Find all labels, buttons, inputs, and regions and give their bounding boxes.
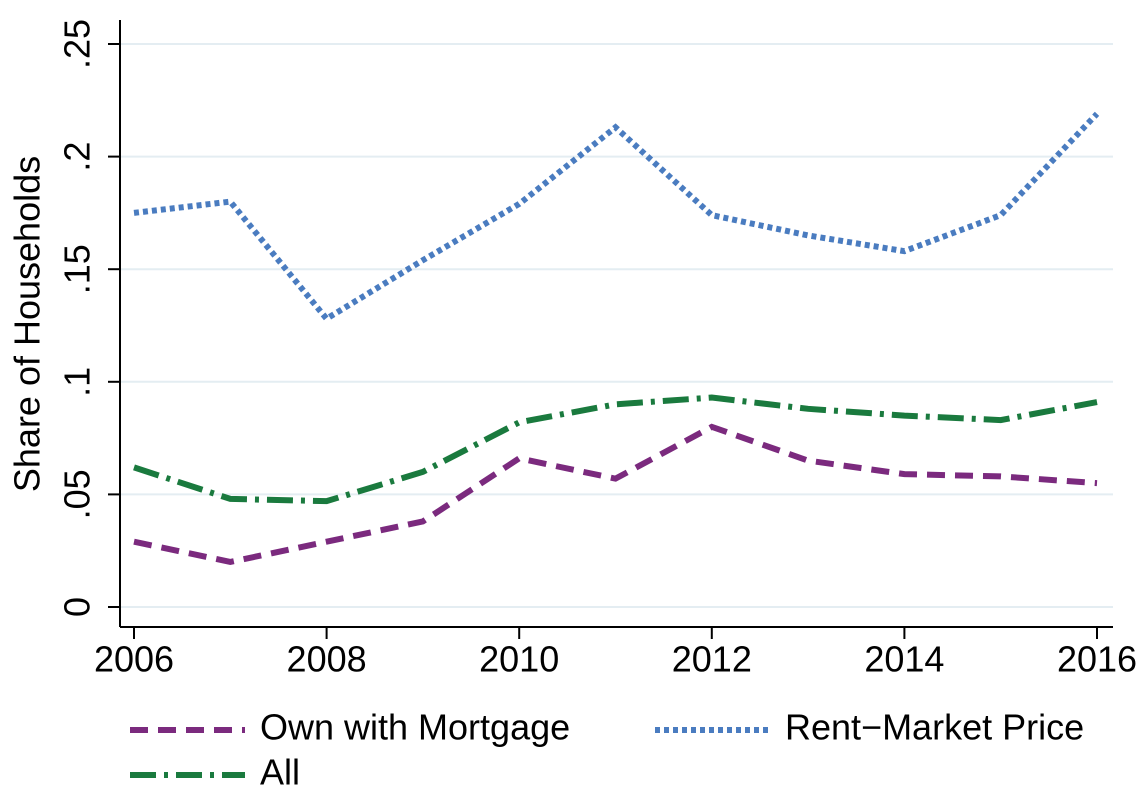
y-tick-label: .1 xyxy=(57,367,98,397)
series-line xyxy=(133,423,1098,566)
y-tick-label: .25 xyxy=(57,19,98,69)
y-tick-label: .15 xyxy=(57,244,98,294)
legend-label: Rent−Market Price xyxy=(785,707,1084,748)
y-tick-label: 0 xyxy=(57,597,98,617)
y-axis-label: Share of Households xyxy=(7,156,48,492)
y-tick-label: .05 xyxy=(57,469,98,519)
x-tick-label: 2012 xyxy=(672,639,752,680)
series-line xyxy=(133,111,1100,323)
x-tick-label: 2008 xyxy=(287,639,367,680)
x-tick-label: 2016 xyxy=(1057,639,1137,680)
x-tick-label: 2014 xyxy=(864,639,944,680)
x-tick-label: 2006 xyxy=(94,639,174,680)
series-line xyxy=(133,394,1098,505)
x-tick-label: 2010 xyxy=(479,639,559,680)
legend-label: All xyxy=(260,752,300,793)
legend-label: Own with Mortgage xyxy=(260,707,570,748)
y-tick-label: .2 xyxy=(57,142,98,172)
